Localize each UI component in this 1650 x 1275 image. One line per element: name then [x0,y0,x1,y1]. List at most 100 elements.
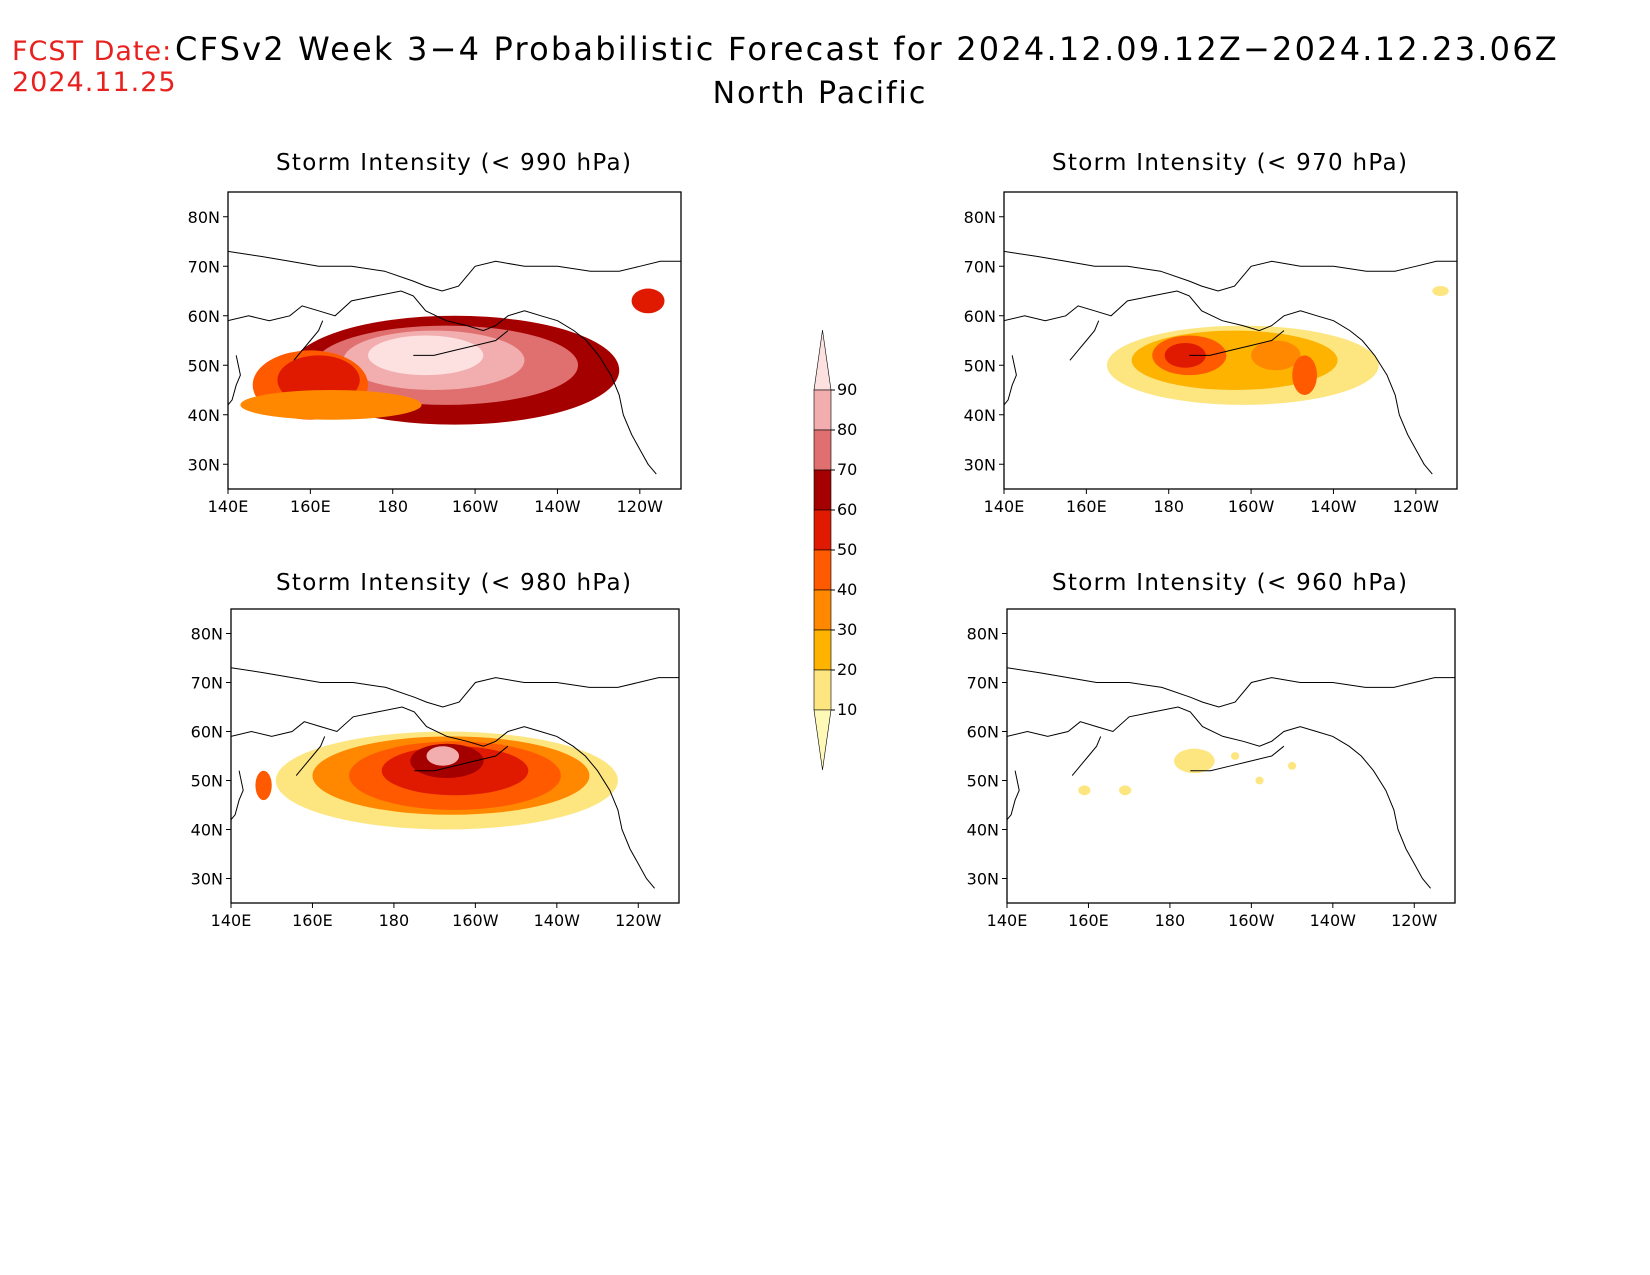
lat-tick-label: 40N [964,406,996,425]
lat-tick-label: 30N [188,455,220,474]
lon-tick-label: 180 [1153,497,1184,516]
colorbar-segment [813,509,832,551]
coastline [228,290,657,475]
lon-tick-label: 140E [208,497,249,516]
probability-area [240,390,422,420]
lon-tick-label: 160W [1228,911,1275,930]
coastline [1007,770,1020,821]
lat-tick-label: 60N [191,723,223,742]
coastline [1071,736,1102,776]
colorbar-label: 80 [837,420,857,439]
coastline [228,355,241,406]
page-title: CFSv2 Week 3−4 Probabilistic Forecast fo… [175,30,1559,68]
probability-area [1288,761,1297,770]
lat-tick-label: 70N [967,674,999,693]
lon-tick-label: 120W [615,911,662,930]
lat-tick-label: 30N [964,455,996,474]
lat-tick-label: 40N [967,821,999,840]
coastline [413,330,509,356]
lon-tick-label: 120W [1391,911,1438,930]
lon-tick-label: 160E [1066,497,1107,516]
colorbar-segment [813,389,832,431]
lon-tick-label: 140W [1310,497,1357,516]
panel-title-990: Storm Intensity (< 990 hPa) [276,150,633,176]
lon-tick-label: 160W [1228,497,1275,516]
probability-area [631,288,665,314]
colorbar-label: 30 [837,620,857,639]
lat-tick-label: 30N [967,870,999,889]
probability-area [1078,785,1091,796]
lat-tick-label: 70N [191,674,223,693]
region-title: North Pacific [712,76,928,111]
coastline [1007,706,1431,889]
colorbar-segment [813,629,832,671]
lat-tick-label: 50N [188,356,220,375]
probability-area [1164,342,1206,368]
lon-tick-label: 140W [1310,911,1357,930]
colorbar-segment [813,469,832,511]
lon-tick-label: 140E [987,911,1028,930]
colorbar-label: 50 [837,540,857,559]
panel-title-960: Storm Intensity (< 960 hPa) [1052,570,1409,596]
lon-tick-label: 120W [617,497,664,516]
panel-title-970: Storm Intensity (< 970 hPa) [1052,150,1409,176]
lon-tick-label: 160E [290,497,331,516]
coastline [231,667,679,708]
lon-tick-label: 160W [452,911,499,930]
lat-tick-label: 70N [188,257,220,276]
colorbar-segment [813,329,832,391]
lat-tick-label: 40N [188,406,220,425]
fcst-date-value: 2024.11.25 [12,67,177,98]
lon-tick-label: 120W [1393,497,1440,516]
colorbar: 90 80 70 60 50 40 30 20 10 [813,329,857,771]
lat-tick-label: 50N [964,356,996,375]
colorbar-label: 60 [837,500,857,519]
lon-tick-label: 180 [377,497,408,516]
probability-area [1292,355,1317,395]
colorbar-label: 70 [837,460,857,479]
probability-area [1255,776,1264,785]
lat-tick-label: 50N [967,772,999,791]
coastline [1069,320,1100,361]
lon-tick-label: 140W [534,911,581,930]
colorbar-segment [813,549,832,591]
coastline [293,320,324,361]
map-frame [1006,608,1456,904]
lon-tick-label: 140E [211,911,252,930]
colorbar-label: 10 [837,700,857,719]
lat-tick-label: 60N [188,307,220,326]
lat-tick-label: 30N [191,870,223,889]
probability-area [1119,785,1132,796]
coastline [1007,667,1455,708]
probability-area [1173,748,1215,774]
lon-tick-label: 160W [452,497,499,516]
coastline [1004,290,1433,475]
colorbar-segment [813,709,832,771]
colorbar-segment [813,669,832,711]
map-frame [227,191,682,490]
colorbar-label: 20 [837,660,857,679]
colorbar-segment [813,429,832,471]
lat-tick-label: 80N [964,208,996,227]
coastline [1189,330,1285,356]
lat-tick-label: 60N [964,307,996,326]
lon-tick-label: 180 [379,911,410,930]
lon-tick-label: 180 [1155,911,1186,930]
coastline [1190,745,1285,772]
coastline [231,706,655,889]
forecast-date-label: FCST Date: 2024.11.25 [12,36,177,98]
probability-area [1432,286,1449,296]
colorbar-label: 90 [837,380,857,399]
coastline [1004,250,1457,292]
colorbar-label: 40 [837,580,857,599]
coastline [231,770,244,821]
lon-tick-label: 160E [292,911,333,930]
coastline [295,736,326,776]
colorbar-segment [813,589,832,631]
lat-tick-label: 40N [191,821,223,840]
lon-tick-label: 140E [984,497,1025,516]
probability-area [1231,752,1240,760]
